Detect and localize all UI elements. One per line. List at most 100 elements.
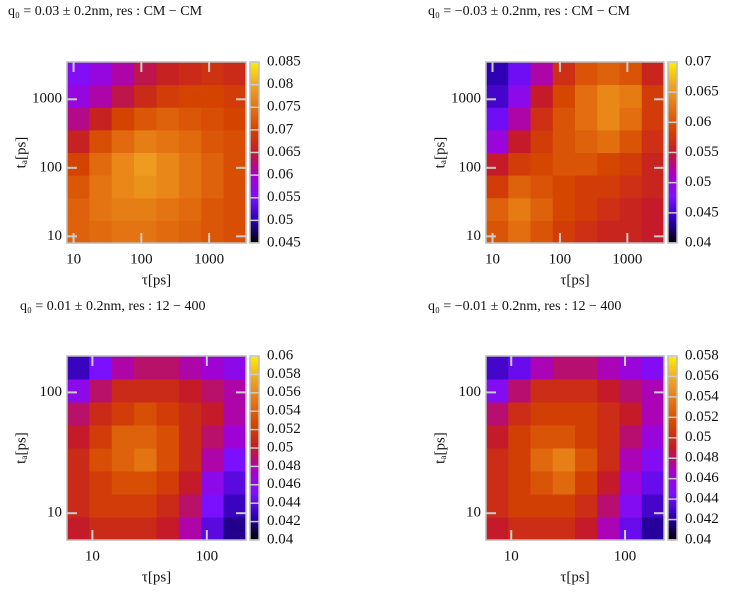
colorbar-tick-label: 0.044: [685, 491, 719, 507]
heatmap-cell: [89, 152, 113, 176]
colorbar-tick-label: 0.058: [267, 366, 301, 382]
heatmap-cell: [134, 517, 157, 541]
y-tick-label: 10: [47, 228, 62, 244]
heatmap-cell: [619, 356, 643, 380]
heatmap-cell: [223, 379, 247, 403]
heatmap-cell: [156, 129, 180, 153]
heatmap-cell: [619, 379, 643, 403]
heatmap-cell: [67, 175, 90, 199]
heatmap-cell: [575, 107, 598, 131]
heatmap-cell: [223, 62, 247, 86]
heatmap-cell: [530, 356, 554, 380]
heatmap-cell: [67, 356, 90, 380]
heatmap-cell: [134, 152, 157, 176]
heatmap-cell: [223, 197, 247, 221]
heatmap-cell: [597, 107, 620, 131]
heatmap-cell: [89, 84, 113, 108]
heatmap-cell: [641, 197, 665, 221]
heatmap-cell: [486, 356, 509, 380]
heatmap-cell: [575, 448, 598, 472]
y-tick-label: 100: [459, 384, 482, 400]
colorbar-tick-label: 0.042: [685, 511, 719, 527]
colorbar-tick-label: 0.07: [267, 121, 294, 137]
heatmap-cell: [508, 197, 531, 221]
plot-frame: [66, 61, 247, 244]
heatmap-cell: [619, 197, 643, 221]
heatmap-cell: [619, 471, 643, 495]
heatmap-cell: [201, 494, 225, 518]
x-tick-label: 100: [130, 251, 153, 267]
colorbar-tick-label: 0.05: [267, 439, 293, 455]
heatmap-cell: [89, 62, 113, 86]
heatmap-cell: [201, 84, 225, 108]
heatmap-cell: [67, 62, 90, 86]
heatmap-cell: [111, 62, 135, 86]
heatmap-cell: [201, 425, 225, 449]
heatmap-cell: [67, 129, 90, 153]
y-axis-label: tₐ[ps]: [13, 137, 29, 169]
heatmap-cell: [111, 448, 135, 472]
heatmap-cell: [508, 175, 531, 199]
heatmap-cell: [178, 379, 202, 403]
heatmap-cell: [575, 379, 598, 403]
heatmap-cell: [67, 425, 90, 449]
heatmap-cell: [201, 152, 225, 176]
y-axis-label: tₐ[ps]: [432, 137, 448, 169]
heatmap-cell: [641, 220, 665, 244]
y-tick-label: 1000: [451, 91, 481, 107]
heatmap-cell: [111, 84, 135, 108]
heatmap-cell: [530, 175, 554, 199]
heatmap-cell: [575, 197, 598, 221]
heatmap-cell: [134, 471, 157, 495]
x-tick-label: 10: [485, 251, 500, 267]
heatmap-cell: [223, 356, 247, 380]
heatmap-cell: [530, 84, 554, 108]
colorbar-tick-label: 0.045: [685, 204, 719, 220]
heatmap-cell: [597, 129, 620, 153]
colorbar-tick-label: 0.075: [267, 99, 301, 115]
heatmap-cell: [156, 425, 180, 449]
heatmap-cell: [552, 494, 576, 518]
heatmap-cell: [201, 402, 225, 426]
x-axis-label: τ[ps]: [560, 272, 589, 288]
heatmap-cell: [486, 197, 509, 221]
colorbar-tick-label: 0.055: [685, 144, 719, 160]
colorbar-tick-label: 0.065: [267, 144, 301, 160]
heatmap-cell: [486, 494, 509, 518]
heatmap-cell: [619, 152, 643, 176]
panel-title: q₀ = −0.03 ± 0.2nm, res : CM − CM: [428, 4, 630, 19]
heatmap-cell: [641, 471, 665, 495]
plot-frame: [66, 355, 247, 541]
heatmap-cell: [111, 356, 135, 380]
heatmap-cell: [178, 494, 202, 518]
heatmap-cell: [134, 494, 157, 518]
heatmap-cell: [486, 379, 509, 403]
heatmap-cell: [134, 175, 157, 199]
heatmap-cell: [552, 379, 576, 403]
heatmap-cell: [508, 356, 531, 380]
heatmap-cell: [575, 84, 598, 108]
colorbar-tick-label: 0.04: [685, 234, 712, 250]
heatmap-cell: [134, 107, 157, 131]
heatmap-cell: [619, 62, 643, 86]
heatmap-cell: [619, 494, 643, 518]
heatmap-cell: [156, 152, 180, 176]
colorbar-tick-label: 0.052: [685, 409, 719, 425]
colorbar-tick-label: 0.08: [267, 76, 293, 92]
heatmap-cell: [530, 220, 554, 244]
heatmap-cell: [641, 62, 665, 86]
colorbar-tick-label: 0.048: [267, 458, 301, 474]
heatmap-cell: [508, 425, 531, 449]
heatmap-cell: [223, 175, 247, 199]
colorbar: [667, 355, 678, 541]
heatmap-cell: [575, 62, 598, 86]
y-tick-label: 10: [466, 228, 481, 244]
heatmap-cell: [201, 129, 225, 153]
heatmap-cell: [641, 175, 665, 199]
x-tick-label: 1000: [194, 251, 224, 267]
heatmap-cell: [156, 517, 180, 541]
heatmap-cell: [597, 448, 620, 472]
colorbar-tick-label: 0.046: [267, 476, 301, 492]
heatmap-cell: [575, 425, 598, 449]
